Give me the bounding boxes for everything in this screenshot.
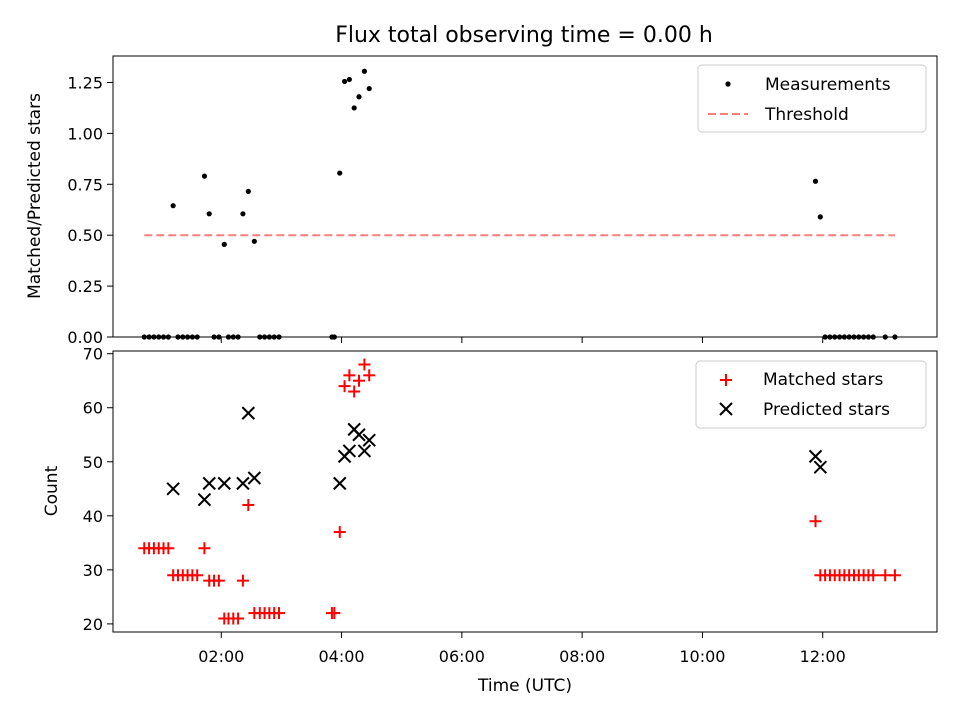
predicted-star-point bbox=[202, 476, 216, 491]
matched-star-point bbox=[867, 569, 880, 582]
predicted-star-point bbox=[357, 444, 372, 458]
figure-title: Flux total observing time = 0.00 h bbox=[335, 23, 713, 48]
y-tick-label: 0.25 bbox=[67, 277, 103, 296]
measurement-point bbox=[221, 241, 227, 247]
y-tick-label: 0.00 bbox=[67, 328, 103, 347]
legend-threshold-label: Threshold bbox=[764, 105, 849, 125]
x-axis-label: Time (UTC) bbox=[477, 676, 572, 696]
predicted-star-point bbox=[333, 476, 347, 491]
y-tick-label: 70 bbox=[83, 345, 103, 364]
measurement-point bbox=[245, 188, 251, 195]
top-legend: Measurements Threshold bbox=[697, 64, 927, 133]
matched-star-point bbox=[273, 607, 286, 620]
matched-star-point bbox=[888, 569, 901, 582]
predicted-star-point bbox=[247, 471, 262, 485]
x-tick-label: 08:00 bbox=[559, 647, 605, 666]
measurement-point bbox=[201, 173, 208, 179]
predicted-star-point bbox=[342, 444, 357, 458]
matched-star-point bbox=[212, 574, 225, 587]
predicted-star-point bbox=[241, 406, 256, 420]
measurement-point bbox=[346, 76, 352, 83]
matched-star-point bbox=[358, 358, 371, 371]
measurement-point bbox=[251, 238, 257, 244]
measurement-point bbox=[240, 211, 246, 217]
top-y-axis-label: Matched/Predicted stars bbox=[25, 93, 45, 299]
predicted-star-point bbox=[813, 460, 828, 474]
predicted-star-point bbox=[217, 476, 231, 491]
top-panel: 0.00 0.25 0.50 0.75 1.00 1.25 Matched/Predict… bbox=[25, 55, 938, 347]
matched-star-point bbox=[809, 515, 822, 528]
bottom-y-axis-label: Count bbox=[42, 465, 62, 516]
top-legend-box bbox=[697, 64, 927, 133]
matched-star-point bbox=[348, 385, 361, 398]
matched-star-points bbox=[138, 358, 901, 625]
predicted-star-point bbox=[808, 449, 823, 464]
measurement-point bbox=[341, 78, 348, 85]
measurement-point bbox=[361, 68, 368, 74]
x-tick-label: 02:00 bbox=[198, 647, 244, 666]
measurement-point bbox=[206, 211, 212, 217]
bottom-x-ticks: 02:00 04:00 06:00 08:00 10:00 12:00 bbox=[198, 632, 846, 666]
y-tick-label: 1.00 bbox=[67, 124, 103, 143]
y-tick-label: 1.25 bbox=[67, 73, 103, 92]
y-tick-label: 20 bbox=[83, 615, 103, 634]
predicted-star-point bbox=[236, 476, 250, 491]
legend-predicted-label: Predicted stars bbox=[763, 400, 890, 420]
matched-star-point bbox=[232, 612, 245, 625]
bottom-plot-frame bbox=[112, 350, 938, 633]
x-tick-label: 06:00 bbox=[439, 647, 485, 666]
measurement-point bbox=[812, 178, 819, 184]
measurement-point bbox=[817, 214, 823, 220]
measurement-point bbox=[366, 85, 372, 92]
matched-star-point bbox=[242, 499, 255, 512]
x-tick-label: 10:00 bbox=[679, 647, 725, 666]
top-y-ticks: 0.00 0.25 0.50 0.75 1.00 1.25 bbox=[67, 73, 113, 347]
bottom-panel: 20 30 40 50 60 70 02:00 04:00 06:00 08:00 10:00 12… bbox=[42, 345, 938, 696]
measurement-point bbox=[356, 94, 362, 100]
predicted-star-points bbox=[166, 406, 828, 507]
matched-star-point bbox=[338, 380, 351, 393]
measurement-point bbox=[337, 170, 343, 176]
y-tick-label: 30 bbox=[83, 561, 103, 580]
matched-star-point bbox=[333, 526, 346, 539]
top-x-ticks bbox=[220, 337, 824, 343]
matched-star-point bbox=[328, 607, 341, 620]
matched-star-point bbox=[236, 574, 249, 587]
measurement-point bbox=[351, 105, 357, 111]
legend-predicted-marker bbox=[719, 402, 733, 416]
legend-matched-label: Matched stars bbox=[763, 370, 883, 390]
bottom-legend-box bbox=[695, 360, 927, 429]
matched-star-point bbox=[352, 374, 365, 387]
measurement-point bbox=[170, 203, 176, 209]
y-tick-label: 0.75 bbox=[67, 175, 103, 194]
legend-measurements-label: Measurements bbox=[765, 75, 891, 95]
matched-star-point bbox=[162, 542, 175, 555]
x-tick-label: 04:00 bbox=[319, 647, 365, 666]
predicted-star-point bbox=[352, 428, 366, 442]
matched-star-point bbox=[198, 542, 211, 555]
top-plot-frame bbox=[112, 55, 938, 338]
matched-star-point bbox=[363, 369, 376, 382]
legend-matched-marker bbox=[720, 374, 732, 386]
y-tick-label: 40 bbox=[83, 507, 103, 526]
predicted-star-point bbox=[197, 492, 212, 507]
x-tick-label: 12:00 bbox=[800, 647, 846, 666]
bottom-legend: Matched stars Predicted stars bbox=[695, 360, 927, 429]
matched-star-point bbox=[343, 369, 356, 382]
predicted-star-point bbox=[362, 433, 376, 447]
y-tick-label: 0.50 bbox=[67, 226, 103, 245]
legend-measurements-marker bbox=[725, 81, 731, 87]
bottom-y-ticks: 20 30 40 50 60 70 bbox=[83, 345, 113, 634]
y-tick-label: 60 bbox=[83, 399, 103, 418]
y-tick-label: 50 bbox=[83, 453, 103, 472]
predicted-star-point bbox=[166, 482, 180, 496]
matched-star-point bbox=[191, 569, 204, 582]
